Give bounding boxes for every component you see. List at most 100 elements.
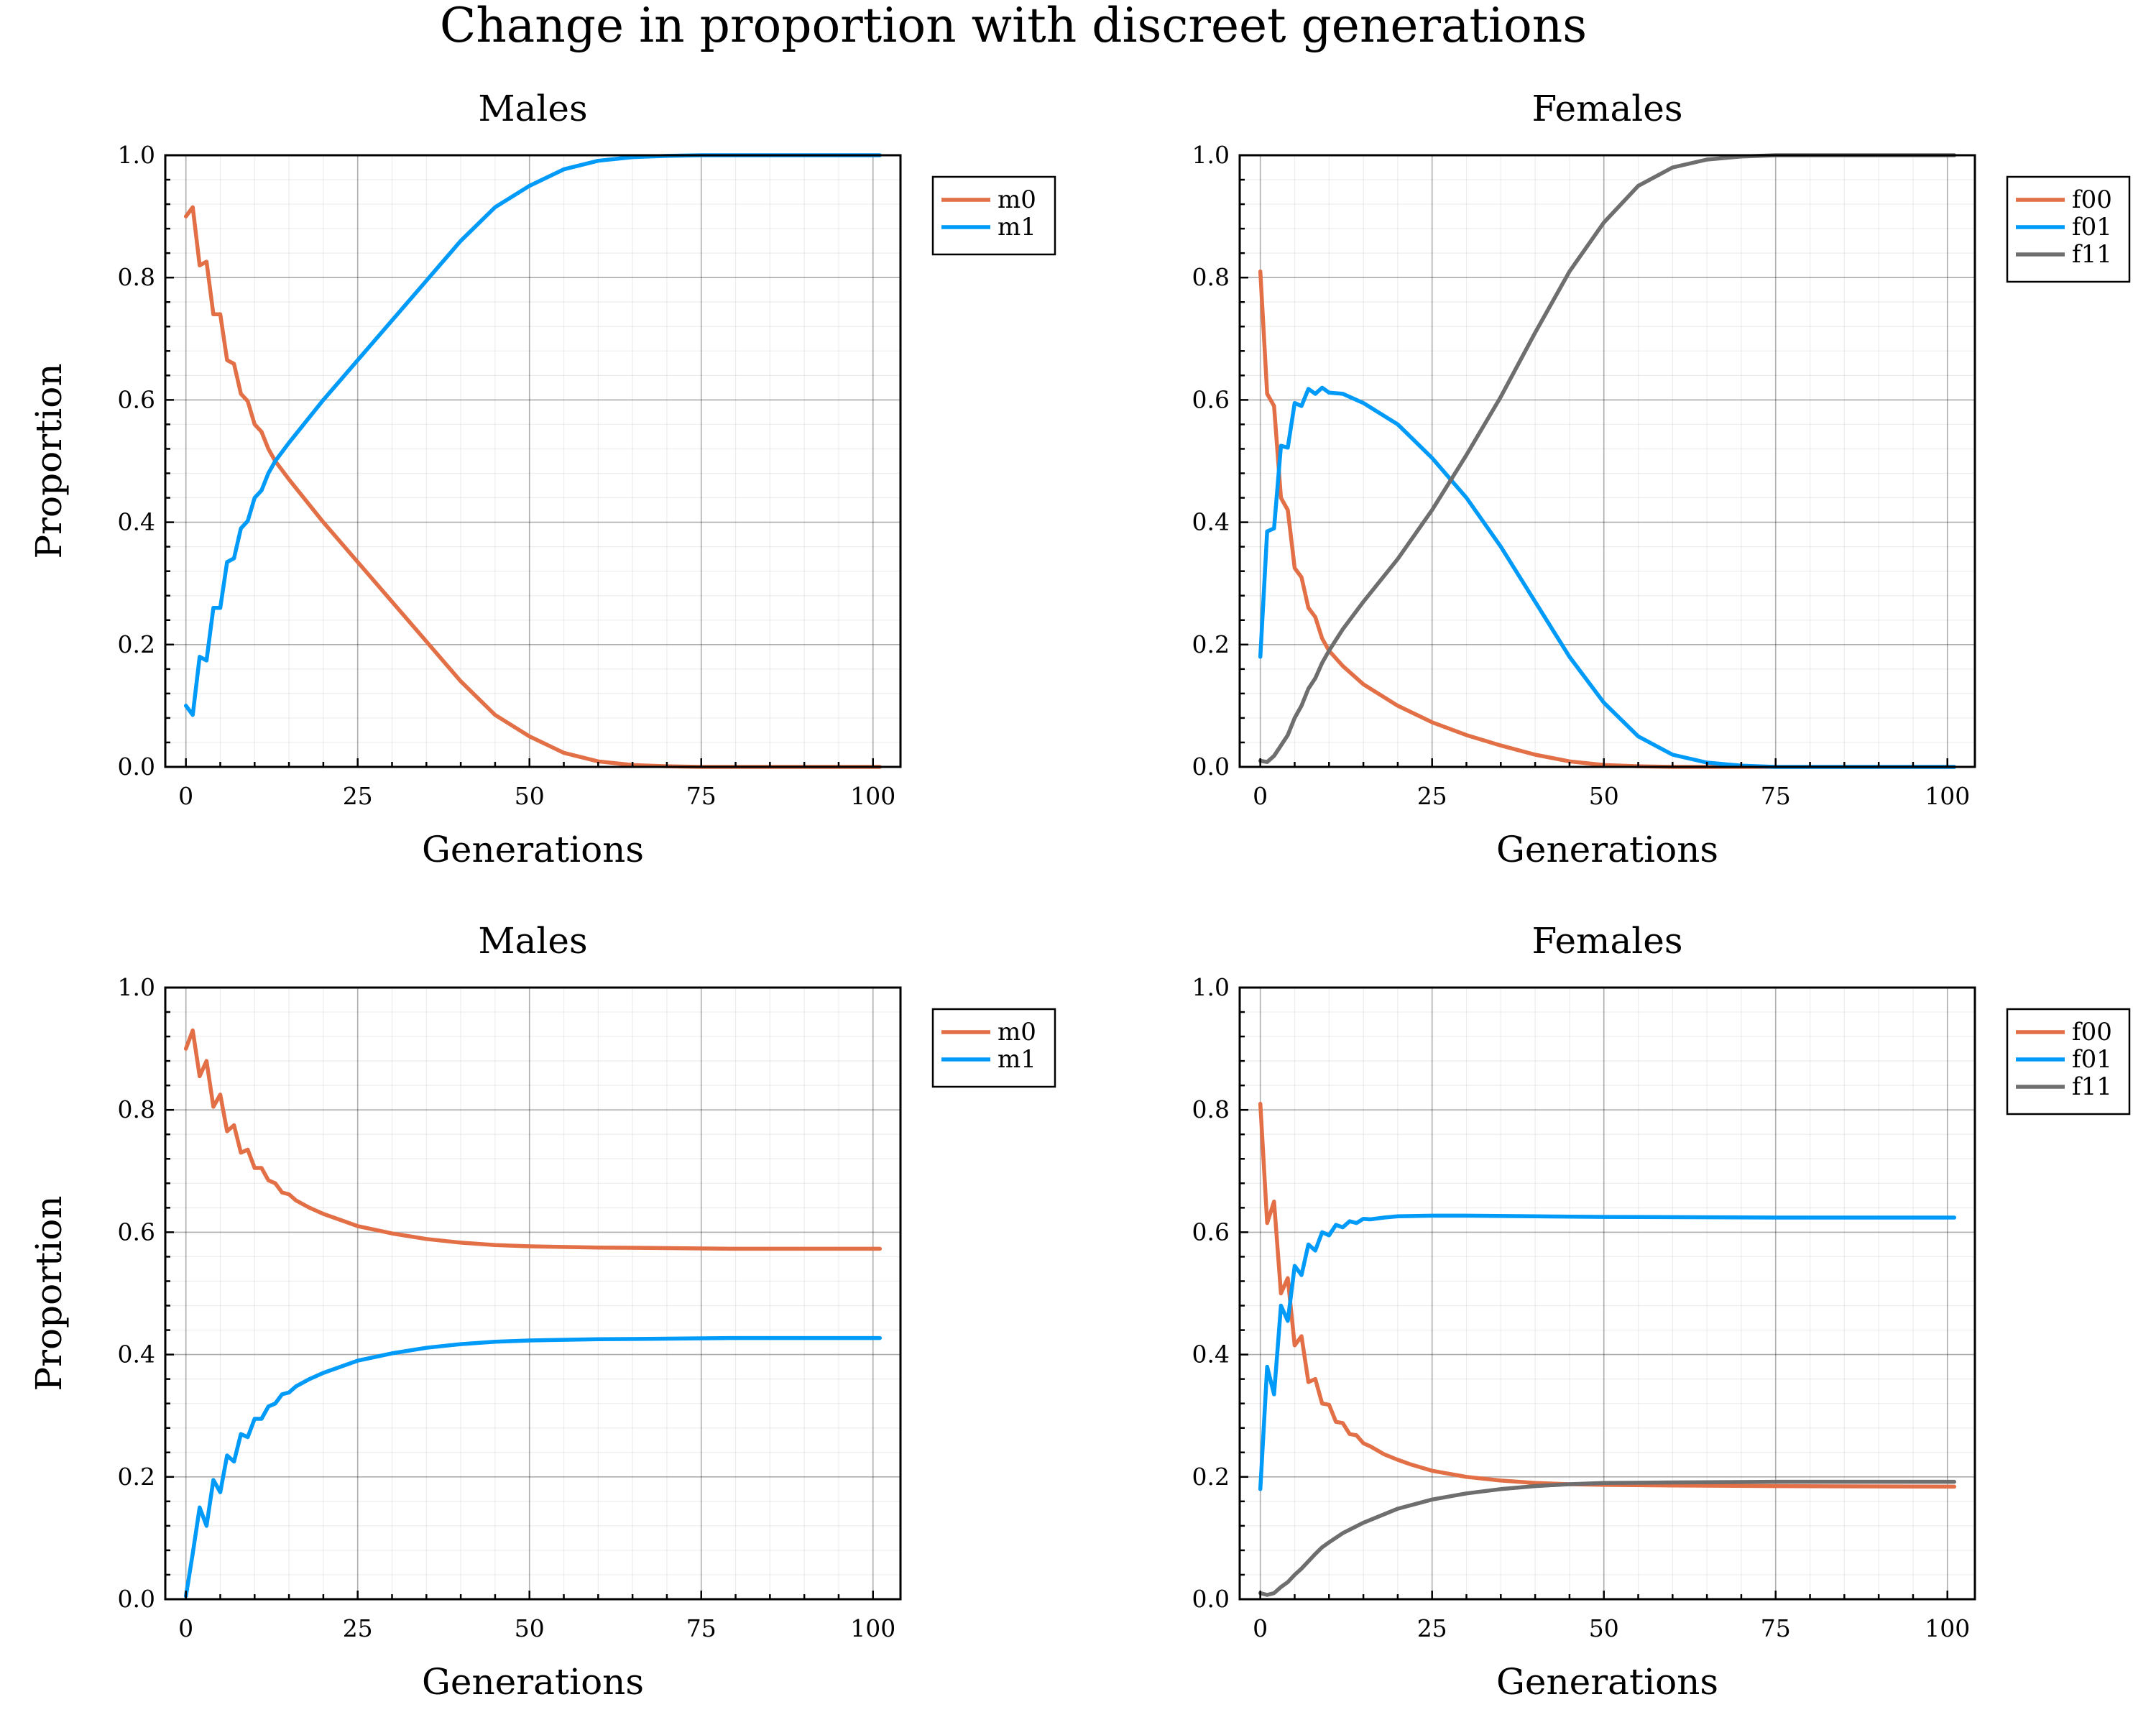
axis-ticks — [165, 154, 875, 768]
y-tick-label: 0.2 — [1192, 1463, 1230, 1491]
legend-label-f01: f01 — [2072, 213, 2112, 242]
minor-grid — [1240, 988, 1975, 1599]
subplot-4: 0 25 50 75 100 0.0 0.2 0.4 0.6 0.8 1.0 Females Gener… — [1192, 920, 2131, 1703]
axis-ticks — [1240, 154, 1949, 768]
x-axis-label: Generations — [422, 1661, 644, 1703]
subplot-grid: 0 25 50 75 100 0.0 0.2 0.4 0.6 0.8 1.0 Males Generat… — [28, 88, 2131, 1703]
x-tick-label: 100 — [1925, 1614, 1970, 1642]
legend-label-m1: m1 — [998, 1045, 1036, 1074]
plot-frame — [164, 154, 902, 768]
y-tick-label: 0.0 — [1192, 753, 1230, 781]
y-tick-label: 0.6 — [118, 1218, 155, 1246]
y-tick-label: 1.0 — [118, 973, 155, 1001]
legend-label-m1: m1 — [998, 213, 1036, 242]
y-tick-label: 0.4 — [118, 1340, 155, 1368]
y-tick-label: 0.8 — [1192, 1095, 1230, 1123]
x-tick-label: 25 — [343, 782, 373, 810]
y-tick-label: 0.6 — [1192, 385, 1230, 413]
x-tick-label: 0 — [1253, 1614, 1268, 1642]
y-tick-label: 0.4 — [1192, 1340, 1230, 1368]
legend-box — [2006, 175, 2131, 283]
y-tick-label: 0.8 — [118, 1095, 155, 1123]
series-lines — [1258, 1101, 1957, 1597]
x-axis-label: Generations — [1496, 1661, 1718, 1703]
x-tick-label: 50 — [1589, 782, 1619, 810]
x-tick-label: 75 — [686, 782, 717, 810]
x-tick-label: 50 — [1589, 1614, 1619, 1642]
y-tick-label: 0.0 — [1192, 1585, 1230, 1613]
subplot-3: 0 25 50 75 100 0.0 0.2 0.4 0.6 0.8 1.0 Males Generat… — [28, 920, 1056, 1703]
subplot-title: Females — [1531, 920, 1682, 962]
x-tick-label: 25 — [1417, 1614, 1447, 1642]
legend-box — [931, 1008, 1056, 1088]
plot-frame — [164, 986, 902, 1601]
series-line-f00 — [1258, 1101, 1957, 1489]
series-line-m0 — [183, 205, 883, 769]
series-line-f01 — [1258, 1213, 1957, 1491]
minor-grid — [1240, 155, 1975, 767]
plot-frame — [1238, 986, 1976, 1601]
series-line-f00 — [1258, 269, 1957, 769]
subplot-2: 0 25 50 75 100 0.0 0.2 0.4 0.6 0.8 1.0 Females Gener… — [1192, 88, 2131, 870]
y-tick-label: 0.6 — [118, 385, 155, 413]
x-tick-label: 0 — [178, 1614, 193, 1642]
series-line-f01 — [1258, 385, 1957, 769]
y-tick-label: 0.2 — [118, 1463, 155, 1491]
series-line-f11 — [1258, 1479, 1957, 1597]
series-lines — [183, 153, 883, 769]
x-axis-label: Generations — [422, 829, 644, 870]
series-lines — [1258, 153, 1957, 769]
series-line-m1 — [183, 153, 883, 717]
y-tick-label: 0.2 — [1192, 630, 1230, 658]
y-tick-label: 1.0 — [1192, 141, 1230, 169]
legend-label-f01: f01 — [2072, 1045, 2112, 1074]
y-tick-label: 0.0 — [118, 753, 155, 781]
x-tick-label: 75 — [1761, 1614, 1791, 1642]
axis-ticks — [1240, 986, 1949, 1601]
subplot-title: Males — [478, 88, 587, 129]
minor-grid — [165, 988, 900, 1599]
x-tick-label: 50 — [515, 1614, 545, 1642]
x-tick-label: 0 — [1253, 782, 1268, 810]
y-tick-label: 0.0 — [118, 1585, 155, 1613]
legend-label-f00: f00 — [2072, 1018, 2112, 1046]
series-line-m0 — [183, 1028, 883, 1251]
series-line-f11 — [1258, 153, 1957, 764]
x-tick-label: 0 — [178, 782, 193, 810]
y-axis-label: Proportion — [28, 363, 70, 558]
y-tick-label: 0.6 — [1192, 1218, 1230, 1246]
legend-label-f11: f11 — [2072, 240, 2112, 269]
y-tick-label: 0.4 — [1192, 508, 1230, 536]
legend-label-f00: f00 — [2072, 185, 2112, 214]
x-tick-label: 75 — [686, 1614, 717, 1642]
major-grid — [1240, 987, 1975, 1600]
minor-grid — [165, 155, 900, 767]
legend-label-f11: f11 — [2072, 1072, 2112, 1101]
x-tick-label: 25 — [343, 1614, 373, 1642]
x-tick-label: 100 — [850, 782, 895, 810]
y-tick-label: 0.2 — [118, 630, 155, 658]
x-tick-label: 25 — [1417, 782, 1447, 810]
legend-label-m0: m0 — [998, 185, 1036, 214]
y-tick-label: 0.4 — [118, 508, 155, 536]
y-tick-label: 1.0 — [1192, 973, 1230, 1001]
y-axis-label: Proportion — [28, 1195, 70, 1391]
axis-ticks — [165, 986, 875, 1601]
y-tick-label: 0.8 — [1192, 263, 1230, 291]
series-line-m1 — [183, 1335, 883, 1598]
plot-frame — [1238, 154, 1976, 768]
legend-label-m0: m0 — [998, 1018, 1036, 1046]
subplot-title: Females — [1531, 88, 1682, 129]
x-tick-label: 75 — [1761, 782, 1791, 810]
legend-box — [2006, 1008, 2131, 1116]
x-tick-label: 100 — [1925, 782, 1970, 810]
x-tick-label: 50 — [515, 782, 545, 810]
x-axis-label: Generations — [1496, 829, 1718, 870]
legend-box — [931, 175, 1056, 256]
